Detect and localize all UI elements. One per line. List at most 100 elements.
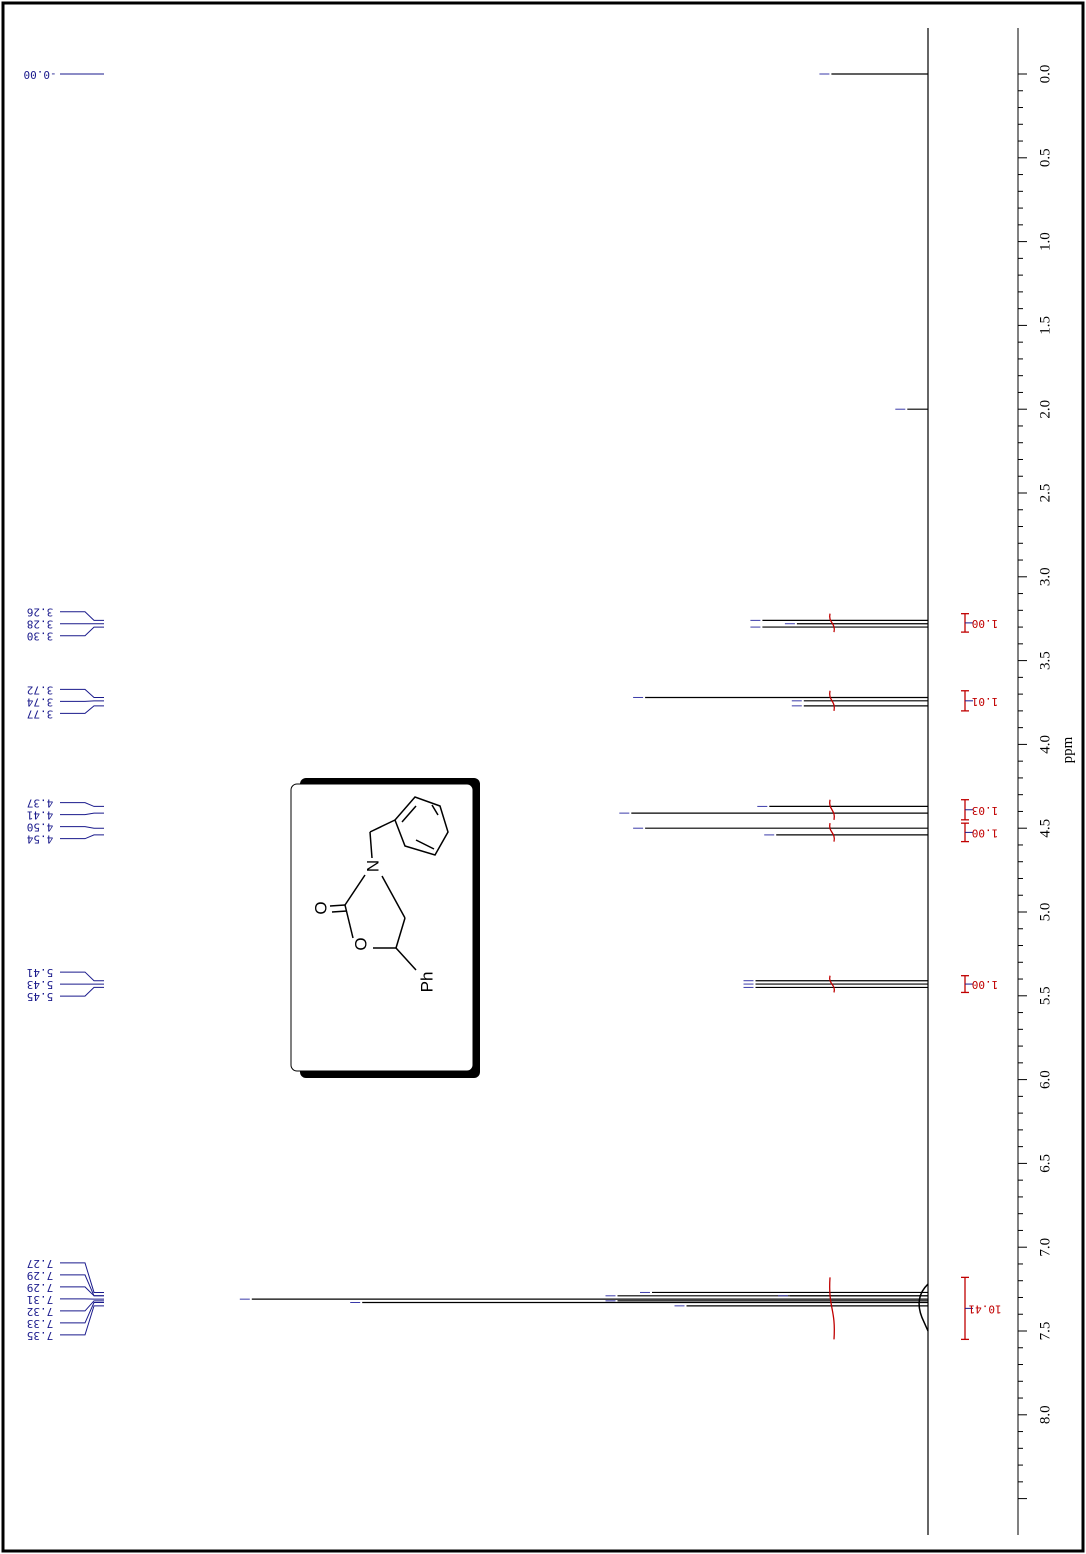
x-tick-label-group: 0.5 <box>1037 148 1053 167</box>
benzylic-ch2-bond <box>369 819 396 833</box>
peak-label-group: 3.28 <box>27 618 54 631</box>
integral-label-group: 1.00 <box>972 826 999 839</box>
x-tick-label-group: 7.5 <box>1037 1322 1053 1341</box>
x-tick-label: 5.0 <box>1037 903 1053 922</box>
integral-value-label: 1.00 <box>972 617 999 630</box>
peak-shift-label: 4.50 <box>27 821 54 834</box>
integral-value-label: 1.00 <box>972 826 999 839</box>
peak-label-group: 3.72 <box>27 683 54 696</box>
ch-ph-bond <box>395 947 417 971</box>
peak-shift-label: -0.00 <box>23 68 56 81</box>
peak-shift-label: 3.26 <box>27 606 54 619</box>
peak-label-group: 3.77 <box>27 707 54 720</box>
x-axis: 0.0 0.5 1.0 1.5 2.0 2.5 3.0 3.5 4.0 4.5 5.0 5.5 6.0 6… <box>1017 28 1053 1535</box>
x-tick-label: 2.0 <box>1037 400 1053 419</box>
peak-shift-label: 7.32 <box>27 1305 54 1318</box>
x-tick-label-group: 7.0 <box>1037 1238 1053 1257</box>
x-tick-label: 3.5 <box>1037 651 1053 670</box>
peak-label-group: 7.29 <box>27 1269 54 1282</box>
peak-label-group: 5.43 <box>27 978 54 991</box>
benzene-ring <box>394 796 449 856</box>
peak-label-group: 4.37 <box>27 797 54 810</box>
peak-shift-label: 7.31 <box>27 1293 54 1306</box>
peak-shift-label: 3.28 <box>27 618 54 631</box>
x-tick-label: 1.0 <box>1037 232 1053 251</box>
x-tick-label: 4.0 <box>1037 735 1053 754</box>
peak-label-connector <box>60 812 104 816</box>
x-tick-label-group: 1.0 <box>1037 232 1053 251</box>
x-tick-label: 8.0 <box>1037 1405 1053 1424</box>
integral-label-group: 1.03 <box>972 804 999 817</box>
peak-label-group: 3.30 <box>27 630 54 643</box>
nitrogen-atom: N <box>363 860 382 872</box>
peak-label-connector <box>60 688 104 698</box>
x-axis-title: ppm <box>1060 736 1076 763</box>
peak-shift-label: 5.41 <box>27 966 54 979</box>
peak-shift-label: 3.72 <box>27 683 54 696</box>
x-tick-label: 0.5 <box>1037 148 1053 167</box>
integral-curve <box>829 690 835 712</box>
x-tick-label-group: 6.0 <box>1037 1070 1053 1089</box>
peak-label-connector <box>60 611 104 621</box>
peak-label-connector <box>60 802 104 807</box>
integral-label-group: 1.01 <box>972 695 999 708</box>
peak-label-connector <box>60 705 104 714</box>
integral-curve <box>829 613 835 633</box>
peak-label-group: 7.31 <box>27 1293 54 1306</box>
x-tick-label: 6.0 <box>1037 1070 1053 1089</box>
x-tick-label-group: 3.5 <box>1037 651 1053 670</box>
x-tick-label-group: 2.5 <box>1037 484 1053 503</box>
peak-shift-label: 4.37 <box>27 797 54 810</box>
integral-curve <box>829 823 835 842</box>
peak-label-group: 5.45 <box>27 990 54 1003</box>
peak-shift-label: 7.29 <box>27 1269 54 1282</box>
x-tick-label: 6.5 <box>1037 1154 1053 1173</box>
peak-label-layer: -0.003.263.283.303.723.743.774.374.414.5… <box>23 68 104 1342</box>
x-tick-label: 5.5 <box>1037 986 1053 1005</box>
integral-curve <box>829 799 835 820</box>
x-tick-label: 1.5 <box>1037 316 1053 335</box>
x-tick-label: 7.5 <box>1037 1322 1053 1341</box>
peak-label-group: 7.33 <box>27 1317 54 1330</box>
x-tick-label-group: 8.0 <box>1037 1405 1053 1424</box>
integral-label-group: 1.00 <box>972 617 999 630</box>
integral-value-label: 1.01 <box>972 695 999 708</box>
peak-label-connector <box>60 626 104 637</box>
peak-label-group: 4.41 <box>27 809 54 822</box>
x-tick-label-group: 5.0 <box>1037 903 1053 922</box>
integral-label-group: 1.00 <box>972 978 999 991</box>
ring-oxygen-atom: O <box>351 937 370 950</box>
phenyl-label: Ph <box>417 972 436 993</box>
x-tick-label: 3.0 <box>1037 567 1053 586</box>
peak-label-connector <box>60 1305 104 1336</box>
peak-layer <box>239 28 929 1535</box>
oxazolidinone-ring <box>329 874 417 971</box>
peak-label-connector <box>60 834 104 840</box>
peak-label-group: 7.29 <box>27 1281 54 1294</box>
structure-inset: N O O Ph <box>290 778 480 1078</box>
peak-label-connector <box>60 1262 104 1293</box>
x-tick-label: 4.5 <box>1037 819 1053 838</box>
peak-shift-label: 7.27 <box>27 1257 54 1270</box>
peak-shift-label: 5.43 <box>27 978 54 991</box>
integral-curve <box>829 1277 835 1340</box>
carbonyl-double-bond-a <box>329 904 346 907</box>
peak-shift-label: 7.29 <box>27 1281 54 1294</box>
x-tick-label-group: 0.0 <box>1037 65 1053 84</box>
peak-label-group: 7.27 <box>27 1257 54 1270</box>
x-axis-title-group: ppm <box>1060 736 1076 763</box>
integral-label-group: 10.41 <box>968 1302 1001 1315</box>
peak-shift-label: 4.41 <box>27 809 54 822</box>
aromatic-envelope <box>918 1283 929 1332</box>
x-tick-label-group: 4.5 <box>1037 819 1053 838</box>
peak-shift-label: 7.33 <box>27 1317 54 1330</box>
peak-label-group: 4.50 <box>27 821 54 834</box>
peak-label-group: 7.35 <box>27 1329 54 1342</box>
x-tick-label-group: 5.5 <box>1037 986 1053 1005</box>
peak-label-connector <box>60 1286 104 1297</box>
carbonyl-oxygen-atom: O <box>311 901 330 914</box>
peak-label-connector <box>60 826 104 829</box>
integral-value-label: 1.03 <box>972 804 999 817</box>
x-tick-label-group: 2.0 <box>1037 400 1053 419</box>
carbonyl-double-bond-b <box>331 910 348 913</box>
